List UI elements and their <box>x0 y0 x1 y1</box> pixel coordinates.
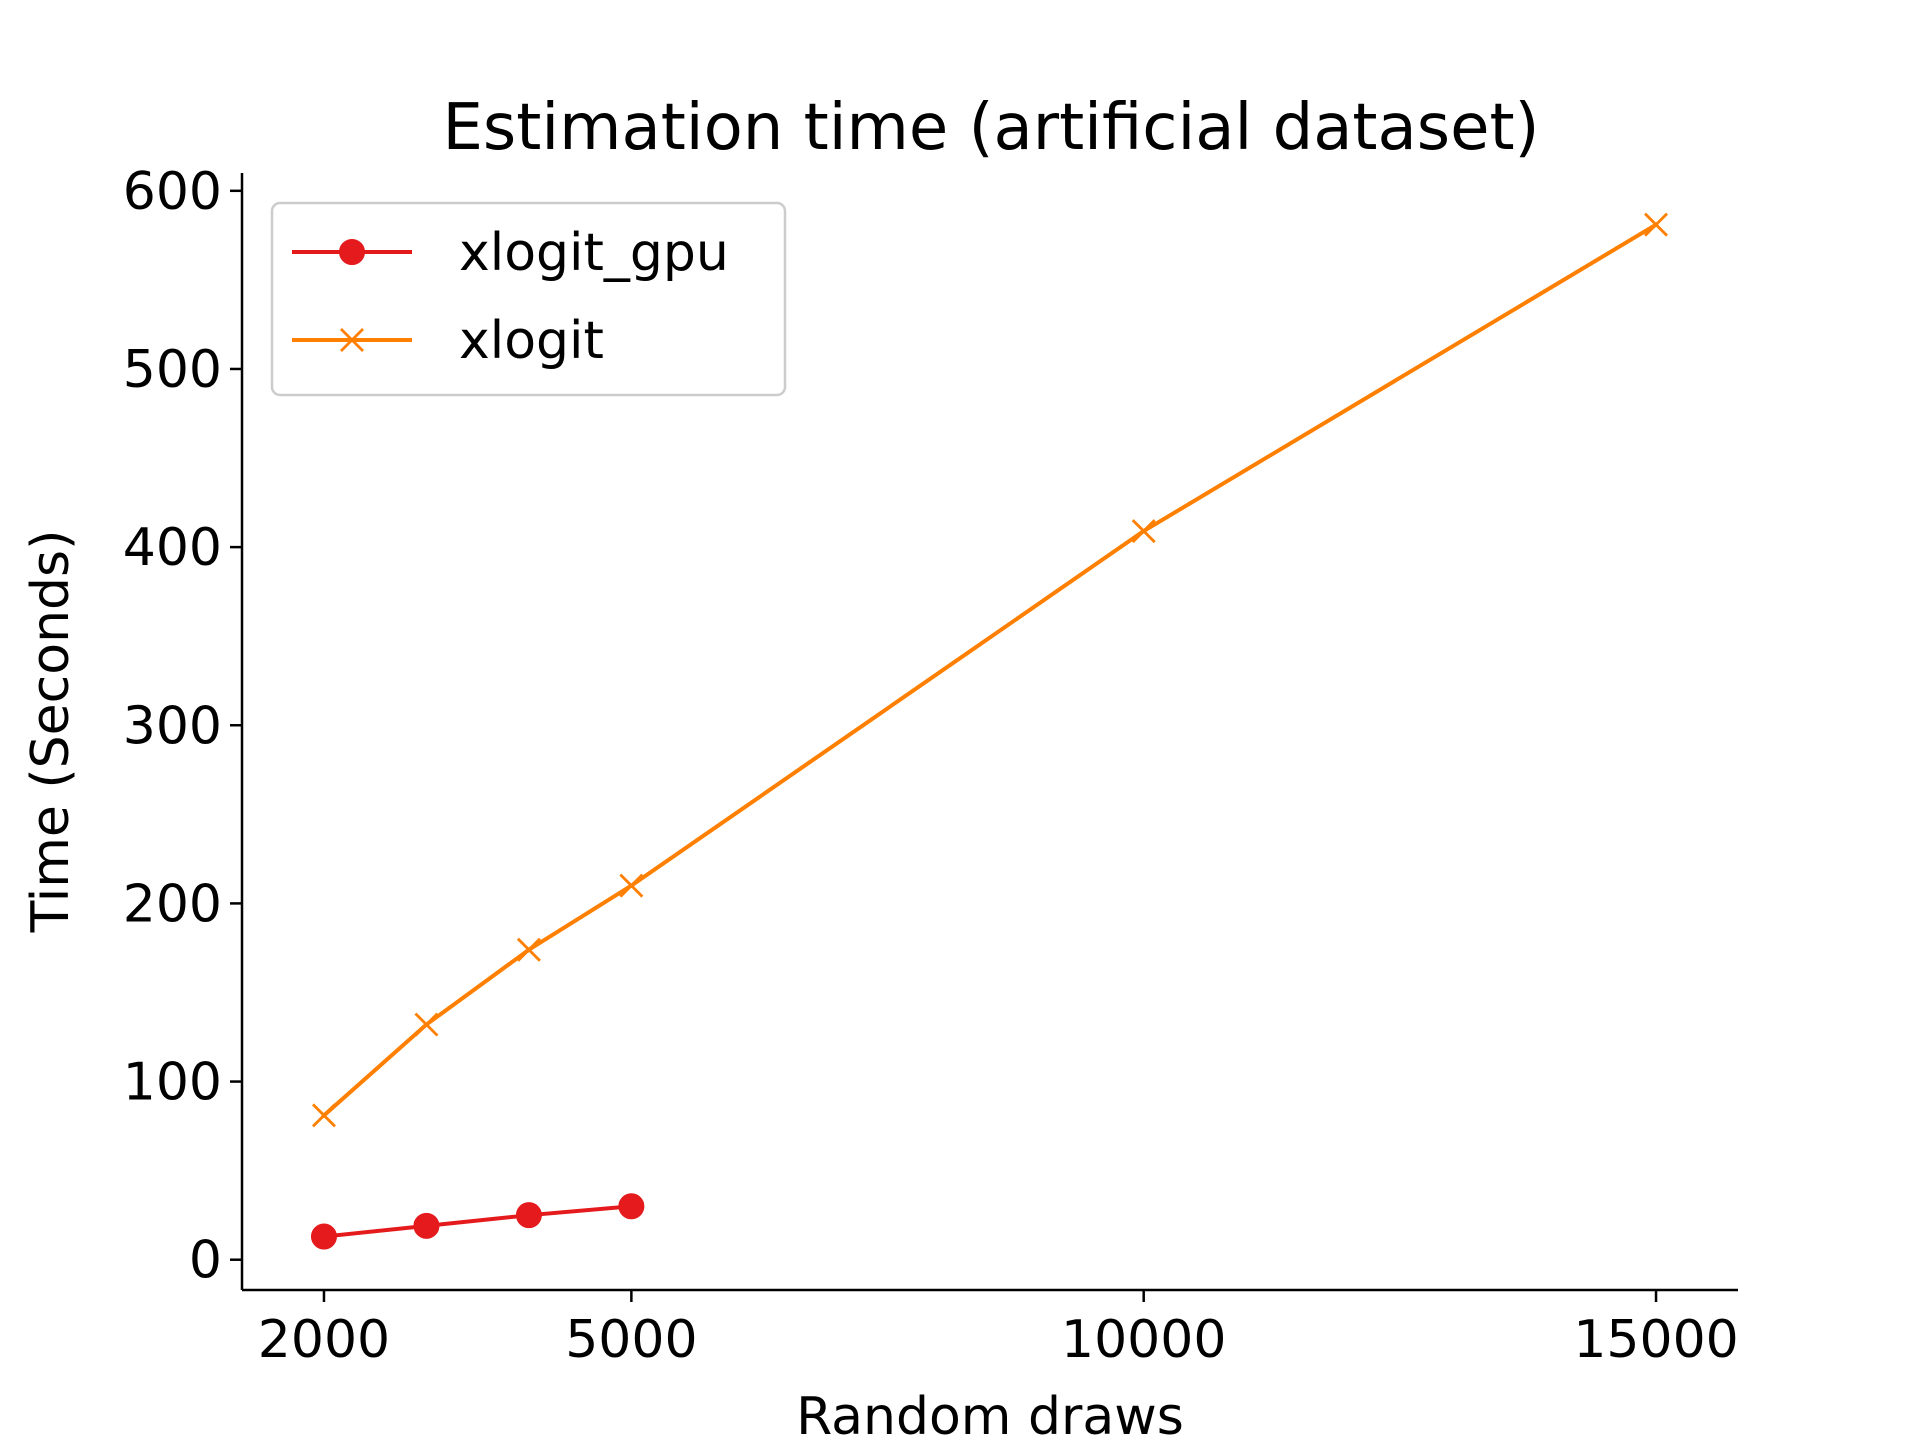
data-point <box>414 1012 439 1037</box>
legend-item: xlogit_gpu <box>292 223 729 283</box>
data-point <box>311 1103 336 1128</box>
legend-label: xlogit_gpu <box>459 223 729 283</box>
y-tick-label: 400 <box>123 518 222 578</box>
series-layer <box>310 212 1669 1250</box>
y-tick-label: 300 <box>123 696 222 756</box>
y-axis-ticks: 0 100 200 300 400 500 600 <box>123 162 242 1291</box>
y-tick-label: 200 <box>123 874 222 934</box>
data-point <box>310 1223 337 1250</box>
legend-marker <box>340 328 364 352</box>
data-point <box>619 873 644 898</box>
x-tick-label: 5000 <box>565 1310 697 1370</box>
data-point <box>1131 519 1156 544</box>
x-axis-ticks: 2000 5000 10000 15000 <box>258 1290 1739 1370</box>
y-tick-label: 0 <box>189 1231 222 1291</box>
x-axis-label: Random draws <box>796 1387 1184 1440</box>
data-point <box>1644 212 1669 237</box>
legend-label: xlogit <box>459 311 604 371</box>
legend-item: xlogit <box>292 311 604 371</box>
data-point <box>413 1212 440 1239</box>
data-point <box>516 937 541 962</box>
y-tick-label: 500 <box>123 340 222 400</box>
series-line <box>321 221 1659 1119</box>
y-tick-label: 600 <box>123 162 222 222</box>
x-tick-label: 10000 <box>1061 1310 1226 1370</box>
x-tick-label: 2000 <box>258 1310 390 1370</box>
series-xlogit <box>311 212 1669 1128</box>
legend-marker <box>339 239 365 265</box>
data-point <box>515 1202 542 1229</box>
x-tick-label: 15000 <box>1573 1310 1738 1370</box>
series-line <box>321 1204 634 1239</box>
y-tick-label: 100 <box>123 1053 222 1113</box>
series-xlogit-gpu <box>310 1193 645 1250</box>
data-point <box>618 1193 645 1220</box>
chart-title: Estimation time (artificial dataset) <box>442 91 1539 165</box>
y-axis-label: Time (Seconds) <box>21 530 81 934</box>
